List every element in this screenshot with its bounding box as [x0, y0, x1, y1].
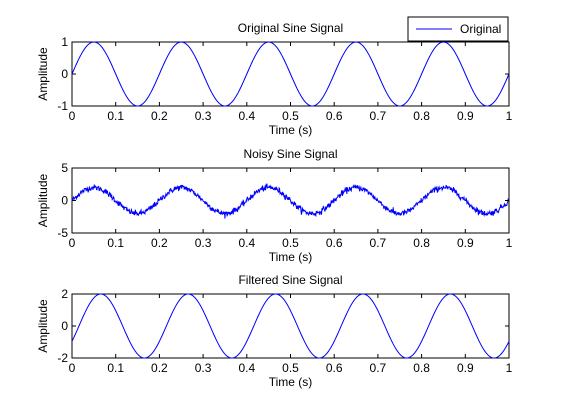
x-tick-label: 0.3	[195, 361, 212, 375]
series-line-1	[71, 183, 510, 219]
x-tick-label: 0.8	[413, 109, 430, 123]
plot-area-frame	[71, 293, 510, 359]
x-tick-label: 0.5	[282, 361, 299, 375]
x-tick-label: 0.5	[282, 109, 299, 123]
x-tick-label: 0.2	[151, 236, 168, 250]
x-tick-label: 0	[69, 109, 76, 123]
x-tick-label: 0.6	[326, 236, 343, 250]
x-tick-label: 0.3	[195, 236, 212, 250]
y-tick-label: -1	[57, 99, 68, 113]
x-tick-label: 0.1	[107, 361, 124, 375]
series-line-1	[71, 41, 510, 107]
x-tick-label: 1	[506, 236, 513, 250]
x-tick-label: 0.2	[151, 109, 168, 123]
y-tick-label: 2	[61, 287, 68, 301]
x-tick-label: 1	[506, 109, 513, 123]
axes-1: 0 0.1 0.2 0.3 0.4 0.5 0.6 0.7 0.8 0.9 1-101Origina…	[36, 16, 513, 137]
x-tick-label: 0.1	[107, 109, 124, 123]
x-tick-label: 0.8	[413, 236, 430, 250]
x-tick-label: 0.2	[151, 361, 168, 375]
chart-title: Filtered Sine Signal	[238, 273, 342, 287]
x-tick-label: 0.7	[370, 109, 387, 123]
x-tick-label: 0.4	[238, 109, 255, 123]
y-tick-label: -2	[57, 351, 68, 365]
x-tick-label: 0.6	[326, 361, 343, 375]
x-tick-label: 0.9	[457, 361, 474, 375]
x-tick-label: 0	[69, 236, 76, 250]
x-tick-label: 1	[506, 361, 513, 375]
axes-3: 0 0.1 0.2 0.3 0.4 0.5 0.6 0.7 0.8 0.9 1-202Filtere…	[36, 273, 513, 389]
legend-entry: Original	[460, 22, 501, 36]
y-axis-label: Amplitude	[36, 47, 50, 101]
y-tick-label: 1	[61, 35, 68, 49]
x-axis-label: Time (s)	[269, 375, 313, 389]
x-tick-label: 0.4	[238, 236, 255, 250]
x-tick-label: 0.6	[326, 109, 343, 123]
y-tick-label: 5	[61, 161, 68, 175]
x-axis-label: Time (s)	[269, 123, 313, 137]
y-tick-label: 0	[61, 67, 68, 81]
y-tick-label: 0	[61, 319, 68, 333]
x-tick-label: 0.9	[457, 236, 474, 250]
axes-group: 0 0.1 0.2 0.3 0.4 0.5 0.6 0.7 0.8 0.9 1-101Origina…	[36, 16, 513, 389]
x-tick-label: 0.5	[282, 236, 299, 250]
chart-title: Noisy Sine Signal	[243, 147, 337, 161]
y-axis-label: Amplitude	[36, 299, 50, 353]
x-tick-label: 0.3	[195, 109, 212, 123]
y-axis-label: Amplitude	[36, 174, 50, 228]
chart-title: Original Sine Signal	[238, 21, 343, 35]
legend: Original	[407, 16, 509, 42]
x-tick-label: 0.9	[457, 109, 474, 123]
x-tick-label: 0.8	[413, 361, 430, 375]
y-tick-label: 0	[61, 194, 68, 208]
series-line-1	[71, 293, 510, 359]
x-tick-label: 0	[69, 361, 76, 375]
y-tick-label: -5	[57, 226, 68, 240]
x-tick-label: 0.7	[370, 236, 387, 250]
x-tick-label: 0.7	[370, 361, 387, 375]
x-tick-label: 0.4	[238, 361, 255, 375]
x-tick-label: 0.1	[107, 236, 124, 250]
x-axis-label: Time (s)	[269, 250, 313, 264]
